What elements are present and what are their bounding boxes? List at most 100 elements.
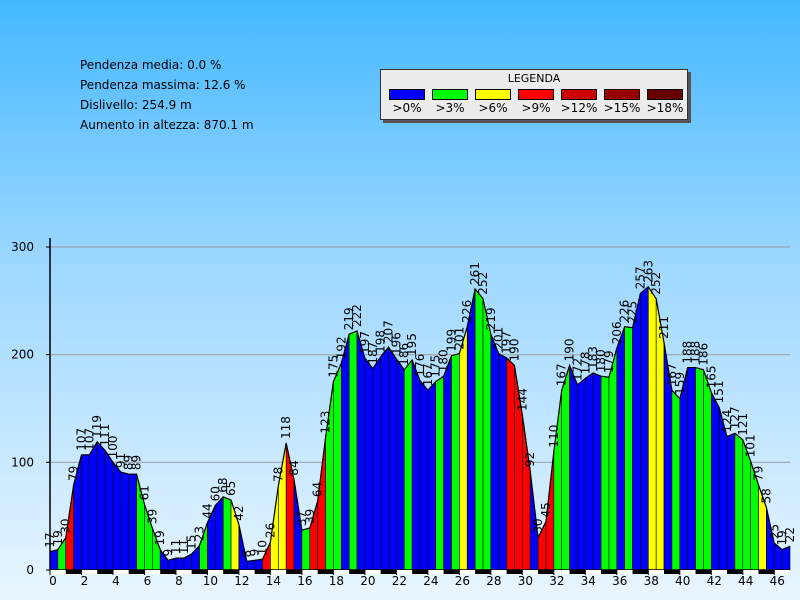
distance-scale-segment xyxy=(81,570,98,574)
distance-scale-segment xyxy=(50,570,66,574)
profile-segment xyxy=(695,367,704,571)
distance-scale-segment xyxy=(128,570,145,574)
legend-item: >0% xyxy=(388,89,426,115)
elevation-label: 187 xyxy=(366,342,380,365)
x-tick-label: 0 xyxy=(49,574,57,588)
profile-segment xyxy=(506,357,515,571)
y-tick-label: 100 xyxy=(11,455,34,469)
elevation-label: 79 xyxy=(67,466,81,481)
distance-scale-segment xyxy=(254,570,271,574)
elevation-label: 23 xyxy=(193,526,207,541)
elevation-label: 58 xyxy=(759,488,773,503)
distance-scale-segment xyxy=(585,570,602,574)
distance-scale-segment xyxy=(774,570,790,574)
profile-segment xyxy=(734,432,744,571)
elevation-label: 219 xyxy=(484,307,498,330)
elevation-label: 11 xyxy=(177,539,191,554)
profile-segment xyxy=(647,285,657,571)
profile-segment xyxy=(703,369,712,571)
distance-scale-segment xyxy=(412,570,428,574)
profile-segment xyxy=(459,326,468,571)
profile-segment xyxy=(301,527,311,571)
legend-item: >9% xyxy=(517,89,555,115)
distance-scale-segment xyxy=(616,570,633,574)
distance-scale-segment xyxy=(553,570,570,574)
x-tick-label: 20 xyxy=(360,574,375,588)
x-tick-label: 22 xyxy=(392,574,407,588)
distance-scale-segment xyxy=(364,570,381,574)
legend-label: >6% xyxy=(478,101,508,115)
legend-swatch xyxy=(647,89,683,100)
elevation-label: 201 xyxy=(492,327,506,350)
elevation-label: 11 xyxy=(169,539,183,554)
elevation-label: 78 xyxy=(271,467,285,482)
elevation-label: 9 xyxy=(161,549,175,557)
profile-segment xyxy=(89,440,98,571)
distance-scale-segment xyxy=(632,570,649,574)
legend-swatch xyxy=(475,89,511,100)
elevation-label: 127 xyxy=(728,406,742,429)
profile-segment xyxy=(632,293,641,571)
legend-label: >15% xyxy=(603,101,641,115)
profile-segment xyxy=(435,375,444,571)
elevation-label: 178 xyxy=(578,351,592,374)
profile-segment xyxy=(726,432,736,571)
profile-segment xyxy=(490,334,500,571)
profile-segment xyxy=(671,389,681,571)
elevation-label: 100 xyxy=(106,435,120,458)
x-tick-label: 36 xyxy=(612,574,627,588)
x-tick-label: 44 xyxy=(738,574,753,588)
profile-segment xyxy=(474,288,484,571)
x-tick-label: 16 xyxy=(297,574,312,588)
profile-segment xyxy=(340,334,350,571)
x-tick-label: 14 xyxy=(266,574,281,588)
distance-scale-segment xyxy=(65,570,82,574)
profile-segment xyxy=(388,346,397,571)
legend-label: >0% xyxy=(392,101,422,115)
distance-scale-segment xyxy=(144,570,161,574)
profile-segment xyxy=(498,353,507,571)
profile-segment xyxy=(773,542,783,571)
profile-segment xyxy=(569,365,578,571)
elevation-label: 89 xyxy=(130,455,144,470)
legend-item: >3% xyxy=(431,89,469,115)
legend-title: LEGENDA xyxy=(507,72,561,85)
distance-scale-segment xyxy=(317,570,334,574)
x-tick-label: 12 xyxy=(234,574,249,588)
profile-segment xyxy=(364,356,374,571)
stat-elevation-gain: Aumento in altezza: 870.1 m xyxy=(80,118,254,132)
elevation-label: 61 xyxy=(137,485,151,500)
elevation-label: 198 xyxy=(374,330,388,353)
profile-segment xyxy=(443,355,452,571)
elevation-label: 195 xyxy=(405,333,419,356)
distance-scale-segment xyxy=(475,570,491,574)
profile-segment xyxy=(522,414,531,571)
elevation-label: 167 xyxy=(665,363,679,386)
elevation-label: 110 xyxy=(547,425,561,448)
elevation-label: 123 xyxy=(319,411,333,434)
profile-segment xyxy=(49,549,59,571)
elevation-label: 206 xyxy=(610,321,624,344)
elevation-label: 8 xyxy=(240,550,254,558)
elevation-label: 197 xyxy=(500,331,514,354)
x-tick-label: 38 xyxy=(644,574,659,588)
elevation-label: 190 xyxy=(507,339,521,362)
profile-segment xyxy=(585,372,594,571)
elevation-label: 92 xyxy=(523,452,537,467)
elevation-label: 252 xyxy=(476,272,490,295)
legend-swatch xyxy=(432,89,468,100)
distance-scale-segment xyxy=(97,570,113,574)
profile-segment xyxy=(380,346,389,571)
elevation-label: 118 xyxy=(279,416,293,439)
distance-scale-segment xyxy=(664,570,680,574)
elevation-label: 175 xyxy=(326,355,340,378)
profile-segment xyxy=(411,359,421,571)
profile-segment xyxy=(222,496,232,571)
elevation-label: 197 xyxy=(358,331,372,354)
distance-scale-segment xyxy=(270,570,287,574)
legend-item: >18% xyxy=(646,89,684,115)
elevation-label: 159 xyxy=(673,372,687,395)
legend-label: >18% xyxy=(646,101,684,115)
stat-average-slope: Pendenza media: 0.0 % xyxy=(80,58,222,72)
